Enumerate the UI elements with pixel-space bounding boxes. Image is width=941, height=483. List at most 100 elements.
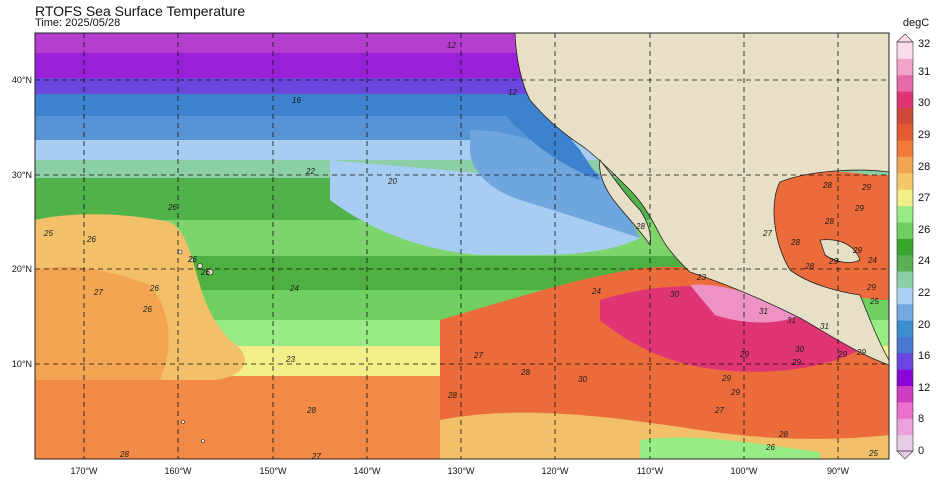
- contour-label: 29: [857, 348, 866, 357]
- colorbar-segment: [897, 42, 913, 59]
- colorbar-segment: [897, 107, 913, 125]
- contour-label: 28: [823, 181, 832, 190]
- colorbar-tick: 16: [918, 350, 931, 362]
- contour-label: 29: [862, 183, 871, 192]
- cool-coastal: [470, 130, 640, 238]
- colorbar-segment: [897, 352, 913, 370]
- contour-label: 23: [286, 355, 295, 364]
- lon-label-170w: 170°W: [70, 466, 98, 476]
- contour-label: 28: [825, 217, 834, 226]
- contour-label: 25: [869, 449, 878, 458]
- contour-label: 29: [792, 358, 801, 367]
- colorbar-tick: 8: [918, 413, 925, 425]
- contour-label: 12: [447, 41, 456, 50]
- contour-label: 26: [143, 305, 152, 314]
- lon-label-90w: 90°W: [826, 466, 850, 476]
- land-yucatan: [819, 239, 861, 263]
- island: [189, 257, 195, 263]
- contour-label: 12: [508, 88, 517, 97]
- colorbar-segment: [897, 189, 913, 207]
- map-frame: [34, 32, 890, 460]
- cool-coastal-north: [500, 95, 600, 180]
- contour-label: 28: [805, 262, 814, 271]
- colorbar-segment: [897, 434, 913, 452]
- colorbar-extend-min: [896, 450, 914, 460]
- gulf-of-mexico: [770, 171, 889, 300]
- contour-label: 28: [779, 430, 788, 439]
- lat-label-10n: 10°N: [11, 359, 32, 369]
- colorbar-segment: [897, 287, 913, 305]
- colorbar-tick: 32: [918, 38, 931, 50]
- lon-label-110w: 110°W: [636, 466, 664, 476]
- colorbar-segment: [897, 271, 913, 288]
- colorbar-segment: [897, 172, 913, 190]
- contour-label: 30: [578, 375, 587, 384]
- colorbar-frame: [896, 41, 914, 452]
- island: [201, 439, 205, 443]
- map-title: RTOFS Sea Surface Temperature: [35, 3, 246, 19]
- contour-label: 29: [867, 283, 876, 292]
- colorbar-segment: [897, 320, 913, 337]
- contour-label: 30: [670, 290, 679, 299]
- colorbar-unit: degC: [902, 17, 930, 29]
- contour-label: 31: [820, 322, 829, 331]
- lat-label-40n: 40°N: [11, 75, 32, 85]
- colorbar-segment: [897, 238, 913, 256]
- contour-label: 25: [44, 229, 53, 238]
- contour-label: 27: [94, 288, 103, 297]
- colorbar-tick: 26: [918, 224, 931, 236]
- contour-label: 31: [787, 316, 796, 325]
- contour-label: 26: [766, 443, 775, 452]
- colorbar-extend-max: [896, 33, 914, 43]
- contour-label: 23: [697, 273, 706, 282]
- colorbar-tick: 28: [918, 161, 931, 173]
- contour-label: 29: [853, 246, 862, 255]
- lat-label-20n: 20°N: [11, 264, 32, 274]
- island: [177, 249, 183, 255]
- contour-label: 16: [292, 96, 301, 105]
- colorbar-tick: 29: [918, 129, 931, 141]
- lon-label-130w: 130°W: [447, 466, 475, 476]
- colorbar-tick: 27: [918, 192, 931, 204]
- contour-label: 29: [722, 374, 731, 383]
- contour-label: 28: [791, 238, 800, 247]
- contour-label: 22: [306, 167, 315, 176]
- colorbar-segment: [897, 140, 913, 158]
- colorbar-tick: 31: [918, 66, 931, 78]
- island: [197, 263, 203, 269]
- contour-label: 25: [870, 297, 879, 306]
- colorbar-segment: [897, 58, 913, 76]
- contour-label: 26: [188, 255, 197, 264]
- colorbar-tick: 12: [918, 382, 931, 394]
- contour-label: 31: [759, 307, 768, 316]
- island: [181, 420, 185, 424]
- colorbar-segment: [897, 205, 913, 223]
- contour-label: 24: [290, 284, 299, 293]
- contour-label: 30: [795, 345, 804, 354]
- colorbar-segment: [897, 123, 913, 141]
- lon-label-120w: 120°W: [541, 466, 569, 476]
- graticule: [35, 33, 889, 459]
- contour-label: 27: [312, 452, 321, 461]
- colorbar-segment: [897, 254, 913, 272]
- hot-pool-core: [690, 284, 800, 323]
- contour-label: 24: [868, 256, 877, 265]
- colorbar: [896, 33, 914, 460]
- lon-label-100w: 100°W: [730, 466, 758, 476]
- time-label: Time: 2025/05/28: [35, 17, 121, 29]
- contour-label: 29: [740, 350, 749, 359]
- contour-label: 26: [168, 203, 177, 212]
- colorbar-segment: [897, 74, 913, 92]
- colorbar-tick: 30: [918, 97, 931, 109]
- contour-label: 28: [448, 391, 457, 400]
- contour-label: 29: [855, 204, 864, 213]
- contour-label: 26: [201, 268, 210, 277]
- contour-label: 29: [829, 257, 838, 266]
- colorbar-segment: [897, 156, 913, 174]
- colorbar-tick: 24: [918, 255, 931, 267]
- contour-label: 24: [592, 287, 601, 296]
- colorbar-segment: [897, 336, 913, 354]
- equatorial-cool-core: [640, 437, 820, 459]
- colorbar-segment: [897, 91, 913, 108]
